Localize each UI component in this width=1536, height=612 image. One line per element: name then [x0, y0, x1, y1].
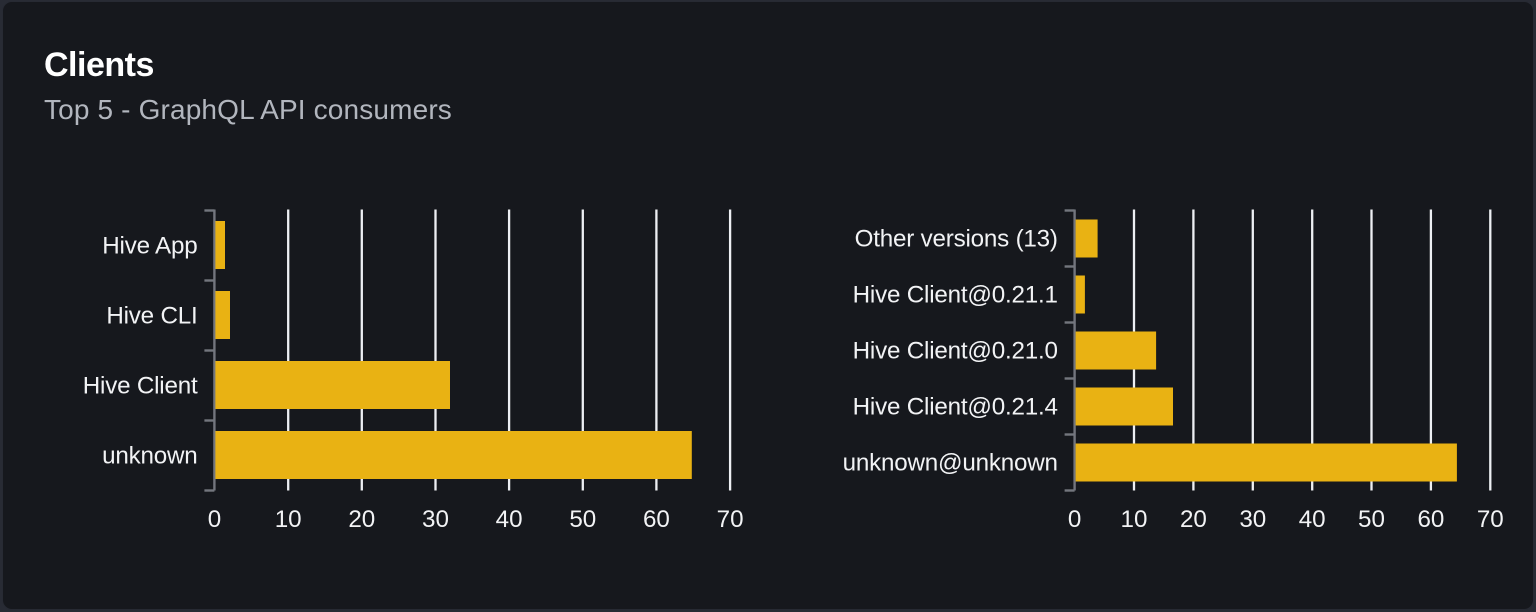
svg-text:Hive CLI: Hive CLI [106, 303, 197, 330]
svg-text:Hive Client@0.21.0: Hive Client@0.21.0 [853, 338, 1058, 365]
svg-text:70: 70 [717, 506, 744, 533]
svg-text:20: 20 [1180, 506, 1207, 533]
svg-text:unknown@unknown: unknown@unknown [843, 450, 1058, 477]
svg-text:50: 50 [569, 506, 596, 533]
svg-text:30: 30 [1239, 506, 1266, 533]
svg-text:Hive Client@0.21.4: Hive Client@0.21.4 [853, 394, 1058, 421]
svg-text:70: 70 [1477, 506, 1504, 533]
svg-text:60: 60 [1417, 506, 1444, 533]
svg-text:10: 10 [1121, 506, 1148, 533]
svg-text:Hive Client@0.21.1: Hive Client@0.21.1 [853, 282, 1058, 309]
svg-text:0: 0 [208, 506, 221, 533]
svg-text:10: 10 [275, 506, 302, 533]
svg-text:Other versions (13): Other versions (13) [855, 226, 1058, 253]
svg-text:50: 50 [1358, 506, 1385, 533]
svg-text:unknown: unknown [102, 443, 197, 470]
svg-text:Hive Client: Hive Client [83, 373, 198, 400]
svg-text:20: 20 [348, 506, 375, 533]
svg-text:30: 30 [422, 506, 449, 533]
svg-text:60: 60 [643, 506, 670, 533]
svg-text:Hive App: Hive App [102, 233, 197, 260]
svg-text:40: 40 [496, 506, 523, 533]
svg-text:0: 0 [1068, 506, 1081, 533]
svg-text:40: 40 [1299, 506, 1326, 533]
